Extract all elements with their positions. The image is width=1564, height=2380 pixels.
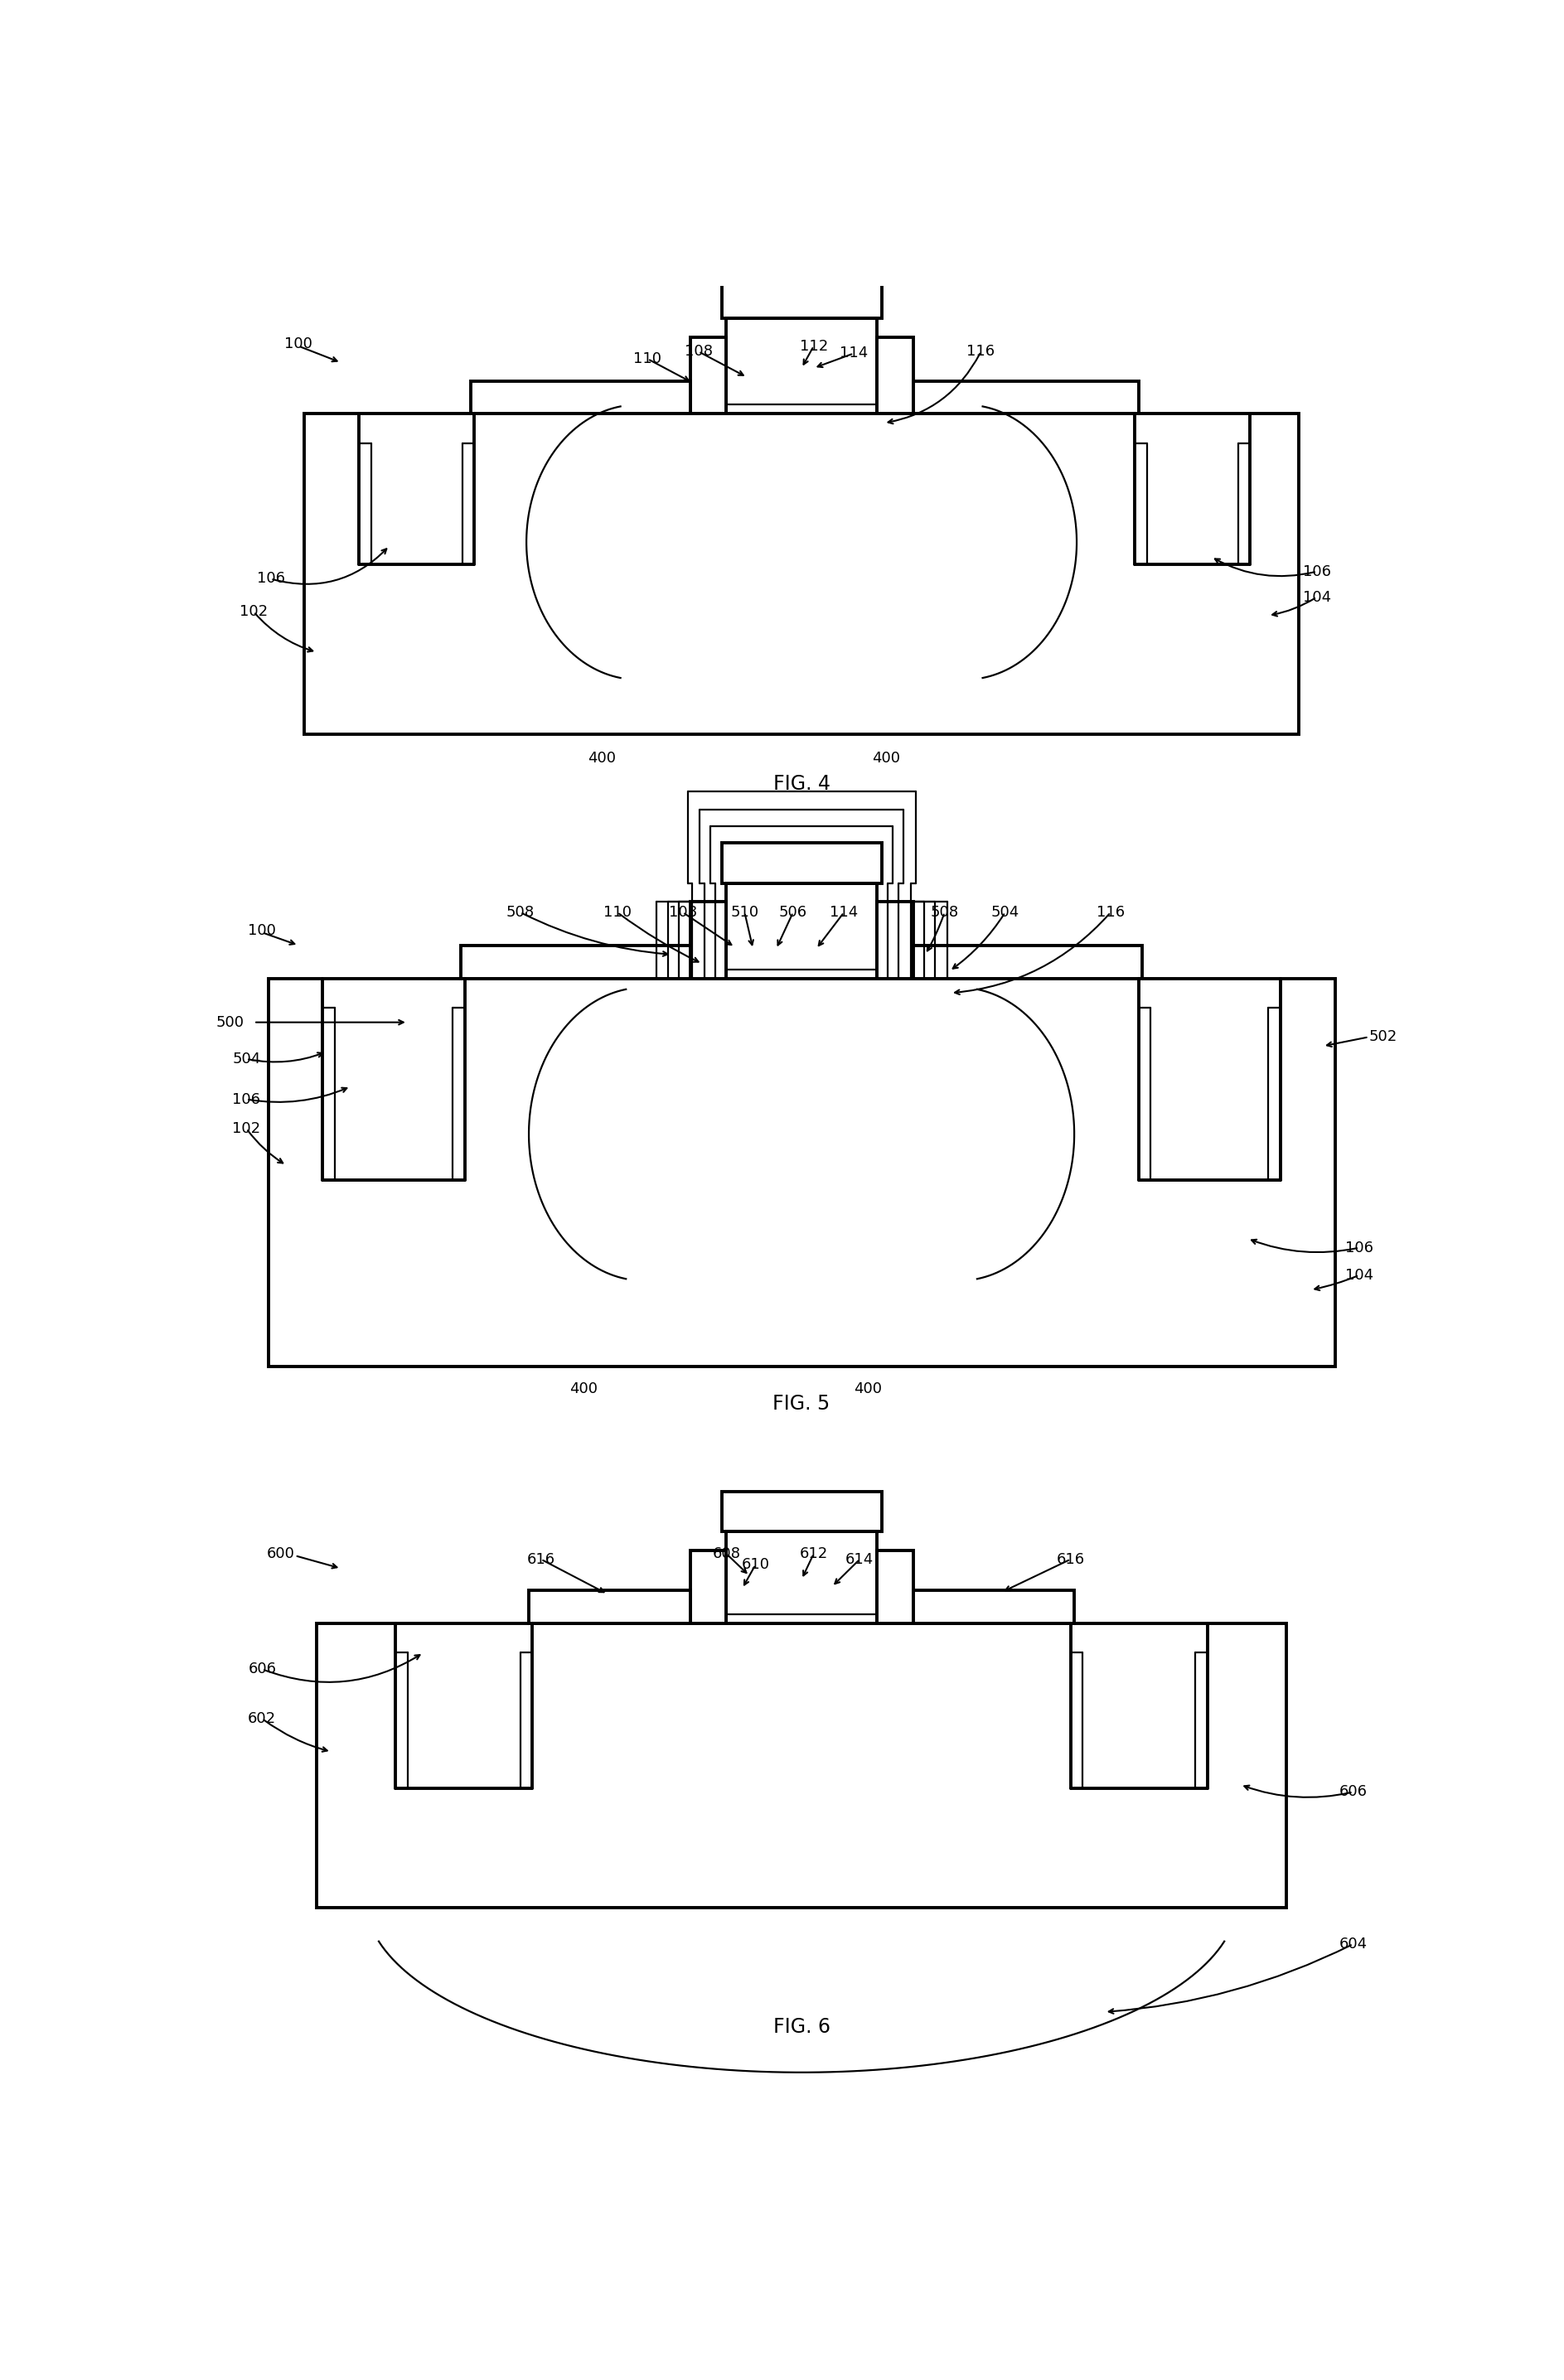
Text: 116: 116 (1096, 904, 1125, 919)
Bar (726, 883, 877, 978)
Text: 504: 504 (992, 904, 1020, 919)
Bar (316, 1623, 1287, 1906)
Text: 600: 600 (267, 1547, 296, 1561)
Text: 108: 108 (685, 345, 713, 359)
Bar (305, 414, 1298, 735)
Text: 616: 616 (1057, 1552, 1085, 1566)
Text: 510: 510 (730, 904, 759, 919)
Bar (461, 945, 690, 978)
Bar (913, 381, 1139, 414)
Bar (877, 1549, 913, 1623)
Text: 108: 108 (669, 904, 698, 919)
Text: 608: 608 (712, 1547, 740, 1561)
Text: 106: 106 (1303, 564, 1331, 578)
Bar (690, 902, 726, 978)
Text: 102: 102 (239, 605, 267, 619)
Text: 104: 104 (1345, 1269, 1373, 1283)
Text: 102: 102 (233, 1121, 261, 1135)
Text: 606: 606 (249, 1661, 277, 1676)
Text: 506: 506 (779, 904, 807, 919)
Bar (471, 381, 690, 414)
Text: 100: 100 (285, 338, 313, 352)
Text: 100: 100 (249, 923, 277, 938)
Text: 616: 616 (527, 1552, 555, 1566)
Bar (721, 843, 882, 883)
Text: 614: 614 (846, 1552, 874, 1566)
Text: 104: 104 (1303, 590, 1331, 605)
Bar (877, 338, 913, 414)
Text: 110: 110 (633, 352, 662, 367)
Text: 400: 400 (873, 752, 901, 766)
Text: 508: 508 (931, 904, 959, 919)
Text: FIG. 5: FIG. 5 (773, 1395, 830, 1414)
Text: 604: 604 (1339, 1937, 1367, 1952)
Text: 106: 106 (233, 1092, 261, 1107)
Text: 110: 110 (604, 904, 632, 919)
Text: 610: 610 (741, 1557, 769, 1573)
Bar (269, 978, 1334, 1366)
Bar (721, 278, 882, 319)
Bar (913, 1590, 1074, 1623)
Bar (726, 319, 877, 414)
Bar (690, 1549, 726, 1623)
Text: 502: 502 (1368, 1031, 1397, 1045)
Text: 116: 116 (967, 345, 995, 359)
Text: 500: 500 (216, 1014, 244, 1031)
Bar (726, 1533, 877, 1623)
Text: 400: 400 (588, 752, 616, 766)
Text: 112: 112 (799, 338, 827, 355)
Text: 400: 400 (569, 1380, 597, 1397)
Text: 106: 106 (256, 571, 285, 585)
Text: 606: 606 (1339, 1785, 1367, 1799)
Text: 612: 612 (799, 1547, 827, 1561)
Text: 114: 114 (830, 904, 859, 919)
Text: FIG. 4: FIG. 4 (773, 774, 830, 795)
Text: 504: 504 (231, 1052, 261, 1066)
Text: 400: 400 (854, 1380, 882, 1397)
Text: 106: 106 (1345, 1240, 1373, 1254)
Bar (877, 902, 913, 978)
Text: 508: 508 (507, 904, 535, 919)
Bar (529, 1590, 690, 1623)
Bar (690, 338, 726, 414)
Text: 602: 602 (249, 1711, 277, 1726)
Bar (721, 1492, 882, 1533)
Bar (913, 945, 1142, 978)
Text: FIG. 6: FIG. 6 (773, 2016, 830, 2037)
Text: 114: 114 (840, 345, 868, 362)
